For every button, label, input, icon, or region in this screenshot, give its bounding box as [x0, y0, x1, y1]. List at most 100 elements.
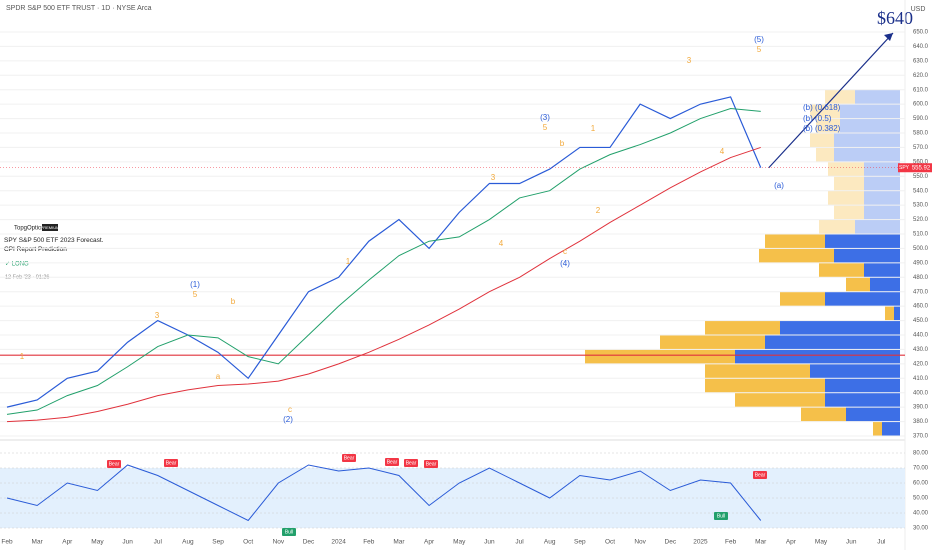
author: TopgOptions — [14, 226, 48, 232]
wave-label: 5 — [193, 290, 198, 299]
profile-down — [816, 147, 834, 162]
profile-down — [705, 378, 825, 393]
y-tick-label: 530.0 — [913, 203, 929, 209]
x-tick-label: Jun — [484, 539, 495, 546]
profile-up — [825, 292, 900, 306]
x-tick-label: Feb — [1, 539, 13, 546]
wave-label: b — [231, 297, 236, 306]
idea-side: ✓ LONG — [5, 262, 29, 268]
profile-up — [840, 119, 900, 133]
x-tick-label: Jul — [154, 539, 163, 546]
moving-average — [6, 107, 761, 415]
x-tick-label: Oct — [605, 539, 615, 546]
profile-up — [870, 277, 900, 292]
wave-label: 1 — [20, 352, 25, 361]
x-tick-label: Dec — [665, 539, 677, 546]
signal-label: Bull — [285, 529, 293, 535]
x-tick-label: Mar — [393, 539, 405, 546]
wave-label: 5 — [543, 123, 548, 132]
wave-label: 3 — [491, 173, 496, 182]
x-tick-label: Sep — [574, 539, 586, 546]
signal-bg — [164, 459, 178, 467]
x-tick-label: Apr — [62, 539, 73, 546]
profile-up — [864, 162, 900, 176]
profile-up — [855, 90, 900, 104]
profile-up — [882, 422, 900, 436]
y-tick-label: 520.0 — [913, 217, 929, 223]
y-tick-label: 600.0 — [913, 102, 929, 108]
y-tick-label: 640.0 — [913, 44, 929, 50]
profile-up — [855, 220, 900, 234]
y-tick-label: 440.0 — [913, 333, 929, 339]
x-tick-label: Jul — [877, 539, 886, 546]
y-tick-label: 470.0 — [913, 289, 929, 295]
wave-label: 2 — [596, 206, 601, 215]
profile-up — [846, 407, 900, 422]
x-tick-label: Mar — [755, 539, 767, 546]
y-tick-label: 540.0 — [913, 188, 929, 194]
y-tick-label: 380.0 — [913, 419, 929, 425]
profile-up — [825, 234, 900, 248]
y-tick-label: 510.0 — [913, 232, 929, 238]
y-tick-label: 460.0 — [913, 304, 929, 310]
y-tick-label: 480.0 — [913, 275, 929, 281]
wave-label: 3 — [687, 56, 692, 65]
profile-down — [834, 176, 864, 191]
signal-label: Bear — [755, 472, 766, 478]
x-tick-label: Aug — [182, 539, 194, 546]
wave-label: 4 — [720, 147, 725, 156]
x-tick-label: 2025 — [693, 539, 708, 546]
x-tick-label: Nov — [273, 539, 285, 546]
profile-up — [894, 306, 900, 321]
x-tick-label: Apr — [424, 539, 435, 546]
profile-down — [873, 422, 882, 436]
profile-up — [864, 205, 900, 220]
x-tick-label: Mar — [32, 539, 44, 546]
wave-label: (2) — [283, 415, 293, 424]
wave-label: (b) (0.382) — [803, 124, 841, 133]
badge-bg — [42, 224, 58, 231]
profile-up — [825, 378, 900, 393]
moving-average — [6, 146, 761, 423]
wave-label: (3) — [540, 113, 550, 122]
signal-bg — [753, 471, 767, 479]
profile-down — [780, 292, 825, 306]
y-tick-label: 450.0 — [913, 318, 929, 324]
profile-down — [885, 306, 894, 321]
x-tick-label: Sep — [212, 539, 224, 546]
wave-label: 1 — [591, 124, 596, 133]
chart-title: SPDR S&P 500 ETF TRUST · 1D · NYSE Arca — [6, 5, 152, 12]
wave-label: (b) (0.618) — [803, 103, 841, 112]
profile-down — [816, 119, 840, 133]
y-tick-label: 620.0 — [913, 73, 929, 79]
wave-label: b — [560, 139, 565, 148]
y-tick-label: 500.0 — [913, 246, 929, 252]
profile-down — [660, 335, 765, 349]
y-tick-label: 420.0 — [913, 361, 929, 367]
profile-up — [864, 191, 900, 205]
ticker-tag: SPY — [899, 165, 910, 171]
x-tick-label: Feb — [725, 539, 737, 546]
ticker-tag-bg — [898, 163, 910, 173]
y-tick-label: 580.0 — [913, 131, 929, 137]
wave-label: 3 — [155, 311, 160, 320]
y-tick-label: 550.0 — [913, 174, 929, 180]
profile-up — [735, 349, 900, 364]
profile-up — [780, 321, 900, 335]
signal-bg — [282, 528, 296, 536]
currency: USD — [911, 6, 926, 13]
wave-label: c — [563, 247, 567, 256]
x-tick-label: May — [453, 539, 466, 546]
wave-label: 4 — [499, 239, 504, 248]
y-tick-label: 590.0 — [913, 116, 929, 122]
rsi-tick-label: 60.00 — [913, 481, 929, 487]
wave-label: 1 — [346, 257, 351, 266]
idea-title: SPY S&P 500 ETF 2023 Forecast. CPI Repor… — [4, 237, 104, 253]
target-label: $640 — [877, 8, 913, 28]
signal-bg — [714, 512, 728, 520]
y-tick-label: 410.0 — [913, 376, 929, 382]
profile-down — [846, 277, 870, 292]
rsi-tick-label: 30.00 — [913, 526, 929, 532]
price-line — [6, 96, 762, 408]
